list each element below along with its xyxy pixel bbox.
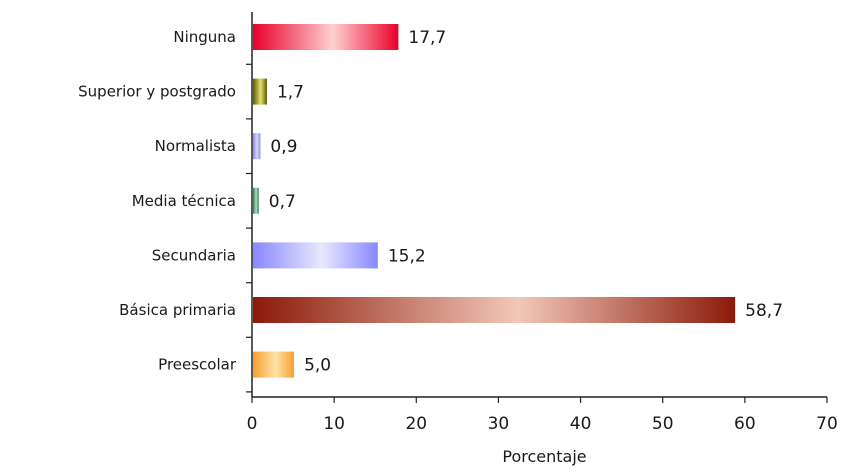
bar-secundaria	[253, 242, 378, 269]
value-label: 1,7	[277, 83, 304, 103]
x-axis-title: Porcentaje	[502, 447, 586, 466]
bar-media-técnica	[253, 187, 259, 214]
value-label: 17,7	[408, 28, 446, 48]
x-tick-label: 20	[405, 414, 427, 434]
x-tick-label: 60	[734, 414, 756, 434]
bar-superior-y-postgrado	[253, 78, 267, 105]
x-tick-label: 40	[570, 414, 592, 434]
axes-layer	[251, 12, 827, 398]
category-label: Ninguna	[173, 28, 236, 46]
value-labels: 17,7 1,7 0,9 0,7 15,2 58,7 5,0	[269, 28, 783, 376]
bar-ninguna	[253, 24, 399, 50]
x-tick-label: 30	[488, 414, 510, 434]
category-label: Normalista	[155, 137, 236, 155]
value-label: 58,7	[745, 301, 783, 321]
value-label: 15,2	[388, 246, 426, 266]
value-label: 0,7	[269, 192, 296, 212]
bar-preescolar	[253, 351, 295, 378]
ticks-layer: 0 10 20 30 40 50 60 70	[246, 63, 838, 434]
category-label: Básica primaria	[119, 301, 236, 319]
x-tick-label: 0	[247, 414, 258, 434]
category-label: Superior y postgrado	[78, 83, 236, 101]
category-labels: Ninguna Superior y postgrado Normalista Med…	[78, 28, 237, 374]
category-label: Preescolar	[158, 356, 237, 374]
bars-layer	[253, 24, 736, 378]
value-label: 0,9	[270, 137, 297, 157]
x-tick-label: 10	[323, 414, 345, 434]
value-label: 5,0	[304, 356, 331, 376]
bar-normalista	[253, 133, 261, 160]
category-label: Media técnica	[132, 192, 236, 210]
x-tick-label: 70	[816, 414, 838, 434]
category-label: Secundaria	[152, 246, 236, 264]
x-tick-label: 50	[652, 414, 674, 434]
bar-básica-primaria	[253, 297, 736, 323]
